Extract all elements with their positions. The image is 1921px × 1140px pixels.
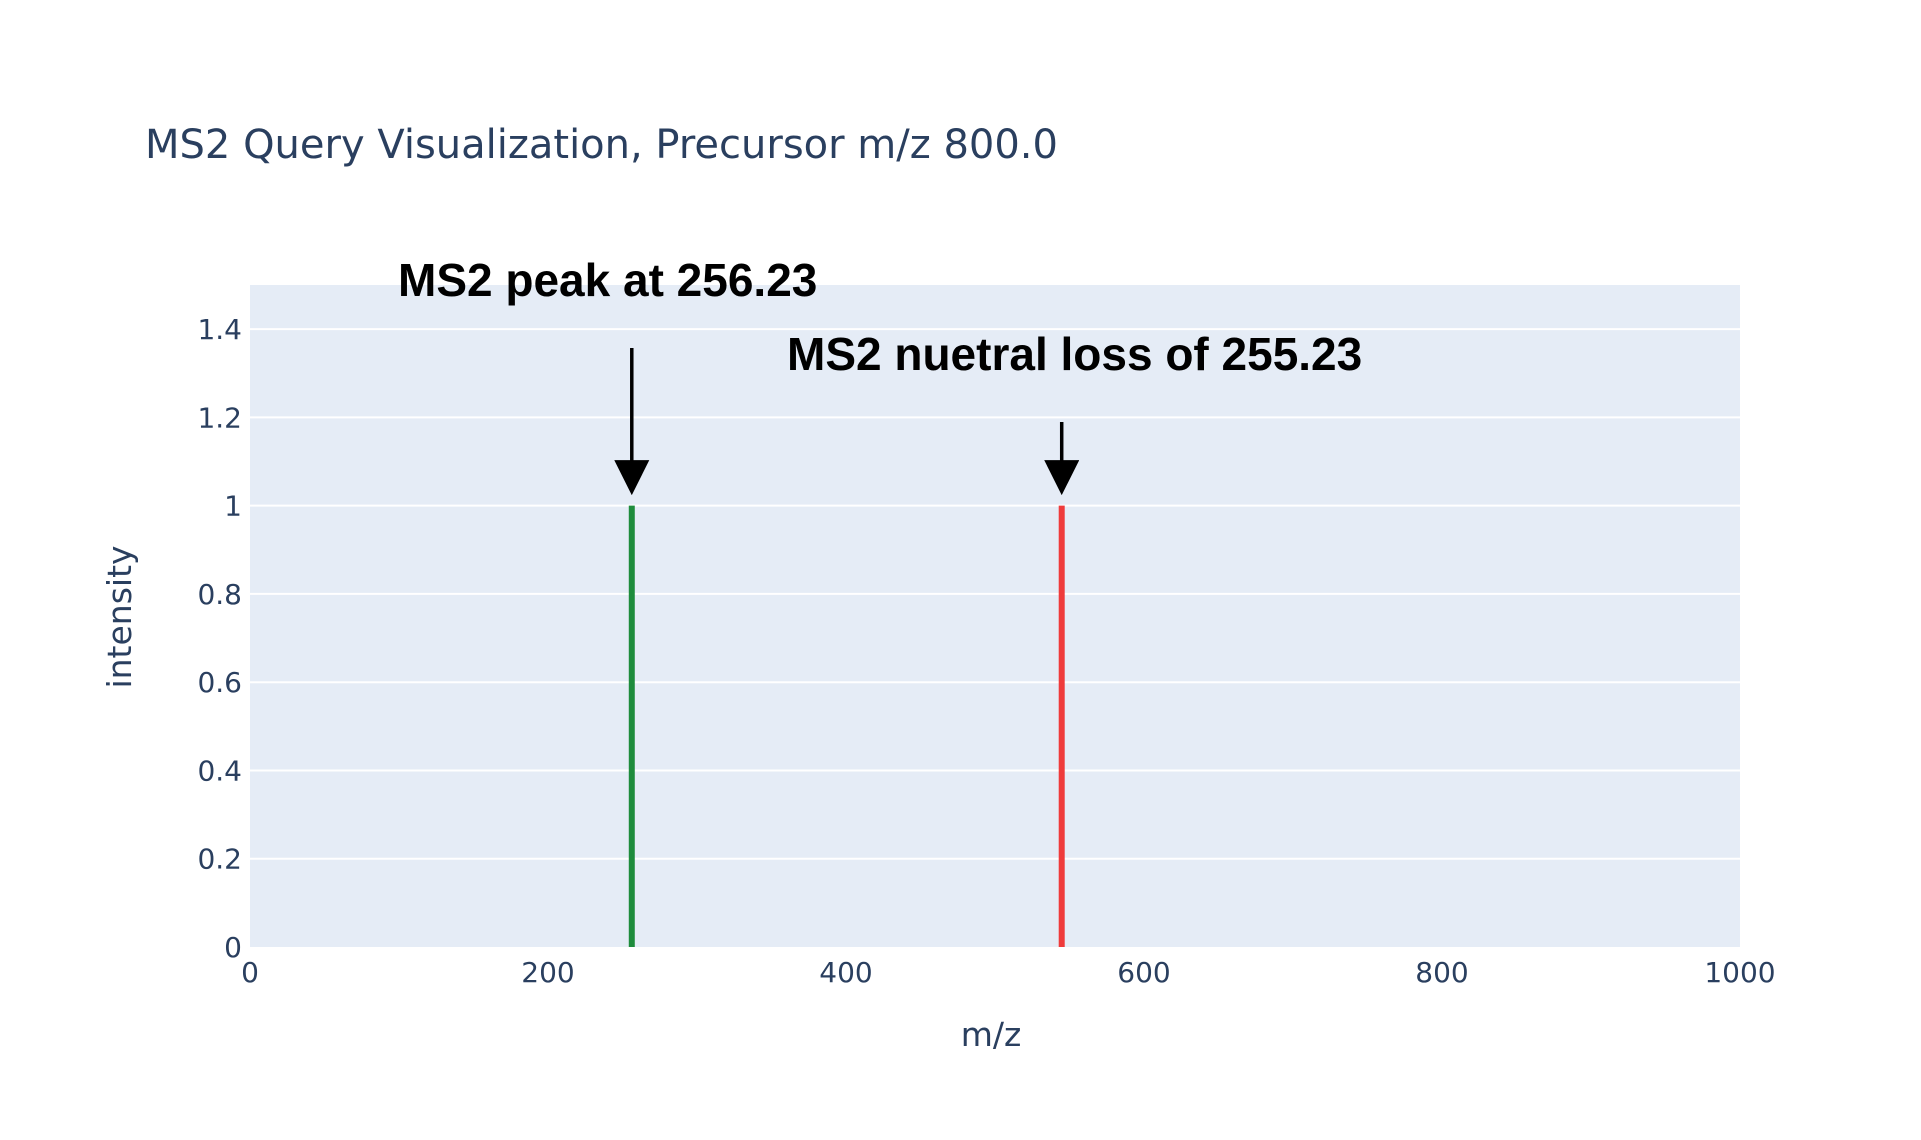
x-tick-labels: 0 200 400 600 800 1000 [241, 956, 1776, 989]
x-tick-label: 1000 [1704, 956, 1775, 989]
y-tick-label: 1.2 [197, 401, 242, 434]
annotation-label-1: MS2 nuetral loss of 255.23 [787, 328, 1362, 380]
y-tick-label: 0 [224, 931, 242, 964]
peaks [628, 505, 1065, 947]
x-tick-label: 800 [1415, 956, 1468, 989]
x-axis-title: m/z [961, 1015, 1022, 1054]
x-tick-label: 0 [241, 956, 259, 989]
plot-area [250, 285, 1740, 947]
y-tick-label: 1 [224, 490, 242, 523]
x-tick-label: 200 [521, 956, 574, 989]
y-tick-label: 0.6 [197, 666, 242, 699]
y-tick-labels: 0 0.2 0.4 0.6 0.8 1 1.2 1.4 [197, 313, 242, 964]
y-axis-title: intensity [100, 545, 139, 688]
grid-lines [250, 328, 1740, 860]
x-tick-label: 400 [819, 956, 872, 989]
annotation-label-0: MS2 peak at 256.23 [398, 254, 817, 306]
y-tick-label: 0.4 [197, 754, 242, 787]
y-tick-label: 0.8 [197, 578, 242, 611]
y-tick-label: 0.2 [197, 843, 242, 876]
chart-title: MS2 Query Visualization, Precursor m/z 8… [145, 122, 1058, 168]
annotations: MS2 peak at 256.23 MS2 nuetral loss of 25… [398, 254, 1362, 496]
y-tick-label: 1.4 [197, 313, 242, 346]
x-tick-label: 600 [1117, 956, 1170, 989]
